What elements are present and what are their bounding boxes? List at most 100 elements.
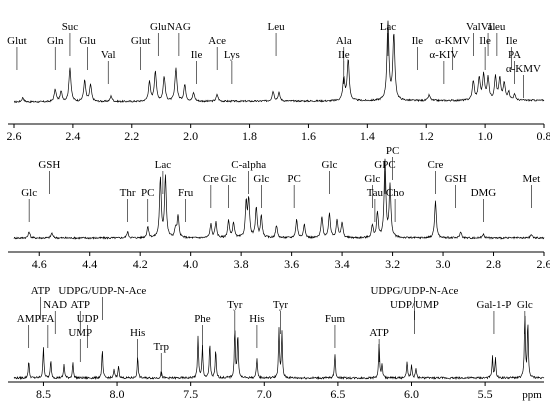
peak-annotation: His bbox=[130, 327, 145, 339]
x-tick-label: 8.5 bbox=[36, 387, 51, 401]
peak-annotation: His bbox=[249, 313, 264, 325]
x-tick-label: 2.6 bbox=[537, 257, 550, 271]
spectrum-line bbox=[14, 20, 545, 104]
x-tick-label: 2.2 bbox=[124, 129, 139, 143]
x-tick-label: 1.6 bbox=[301, 129, 316, 143]
x-tick-label: 2.0 bbox=[183, 129, 198, 143]
peak-annotation: ATP bbox=[31, 285, 51, 297]
x-tick-label: 7.0 bbox=[257, 387, 272, 401]
x-tick-label: 4.4 bbox=[82, 257, 97, 271]
peak-annotation: FA bbox=[41, 313, 54, 325]
peak-annotation: GPC bbox=[374, 159, 395, 171]
peak-annotation: Ile bbox=[412, 35, 424, 47]
peak-annotation: Tau bbox=[367, 187, 384, 199]
peak-annotation: AMP bbox=[17, 313, 41, 325]
peak-annotation: ATP bbox=[369, 327, 389, 339]
peak-annotation: Glc bbox=[253, 173, 269, 185]
peak-annotation: UDP/UMP bbox=[390, 299, 439, 311]
x-tick-label: 4.0 bbox=[183, 257, 198, 271]
peak-annotation: GSH bbox=[38, 159, 60, 171]
peak-annotation: Cho bbox=[386, 187, 405, 199]
peak-annotation: Fru bbox=[178, 187, 194, 199]
x-tick-label: 3.8 bbox=[234, 257, 249, 271]
peak-annotation: Val bbox=[481, 21, 496, 33]
peak-annotation: Ile bbox=[338, 49, 350, 61]
peak-annotation: Glc bbox=[517, 299, 533, 311]
peak-annotation: PC bbox=[386, 145, 399, 157]
peak-annotation: Glc bbox=[21, 187, 37, 199]
x-tick-label: 3.0 bbox=[436, 257, 451, 271]
peak-annotation: ATP bbox=[70, 299, 90, 311]
peak-annotation: Glu bbox=[79, 35, 96, 47]
panel-1: 2.6 2.4 2.2 2.0 1.8 1.6 1.4 1.2 1.0 0.8 Glut Suc Gln… bbox=[7, 20, 550, 143]
panel-3: 8.5 8.0 7.5 7.0 6.5 6.0 5.5 ppmAMPATPNADFAUDPG/… bbox=[8, 285, 545, 401]
peak-annotation: α-KMV bbox=[435, 35, 470, 47]
peak-annotation: Glu bbox=[150, 21, 167, 33]
peak-annotation: Leu bbox=[488, 21, 506, 33]
peak-annotation: Ile bbox=[191, 49, 203, 61]
peak-annotation: C-alpha bbox=[231, 159, 266, 171]
x-tick-label: 8.0 bbox=[110, 387, 125, 401]
peak-annotation: UDPG/UDP-N-Ace bbox=[58, 285, 146, 297]
x-tick-label: 2.8 bbox=[486, 257, 501, 271]
peak-annotation: Glut bbox=[131, 35, 151, 47]
x-tick-label: 3.6 bbox=[284, 257, 299, 271]
peak-annotation: Thr bbox=[120, 187, 136, 199]
peak-annotation: PC bbox=[287, 173, 300, 185]
peak-annotation: α-KMV bbox=[506, 63, 541, 75]
peak-annotation: Glut bbox=[7, 35, 27, 47]
panel-2: 4.6 4.4 4.2 4.0 3.8 3.6 3.4 3.2 3.0 2.8 2.6 GSH Glc T… bbox=[8, 145, 550, 271]
x-tick-label: 1.4 bbox=[360, 129, 375, 143]
x-tick-label: 6.0 bbox=[404, 387, 419, 401]
peak-annotation: Gal-1-P bbox=[477, 299, 512, 311]
peak-annotation: Phe bbox=[194, 313, 211, 325]
peak-annotation: Lac bbox=[380, 21, 397, 33]
x-tick-label: 1.0 bbox=[478, 129, 493, 143]
peak-annotation: DMG bbox=[471, 187, 497, 199]
peak-annotation: Glc bbox=[221, 173, 237, 185]
peak-annotation: Tyr bbox=[273, 299, 288, 311]
peak-annotation: Lac bbox=[155, 159, 172, 171]
x-tick-label: 3.2 bbox=[385, 257, 400, 271]
peak-annotation: Trp bbox=[153, 341, 169, 353]
peak-annotation: Tyr bbox=[227, 299, 242, 311]
x-tick-label: 7.5 bbox=[183, 387, 198, 401]
peak-annotation: Ile bbox=[479, 35, 491, 47]
peak-annotation: Lys bbox=[224, 49, 240, 61]
x-tick-label: 1.2 bbox=[419, 129, 434, 143]
peak-annotation: α-KIV bbox=[429, 49, 458, 61]
peak-annotation: NAG bbox=[167, 21, 191, 33]
peak-annotation: Cre bbox=[203, 173, 219, 185]
peak-annotation: PC bbox=[141, 187, 154, 199]
x-tick-label: 5.5 bbox=[478, 387, 493, 401]
spectrum-line bbox=[13, 315, 545, 381]
peak-annotation: Leu bbox=[268, 21, 286, 33]
x-tick-label: 3.4 bbox=[335, 257, 350, 271]
x-tick-label: 4.2 bbox=[133, 257, 148, 271]
peak-annotation: UDPG/UDP-N-Ace bbox=[370, 285, 458, 297]
x-tick-label: 1.8 bbox=[242, 129, 257, 143]
peak-annotation: Glc bbox=[322, 159, 338, 171]
peak-annotation: Ala bbox=[336, 35, 352, 47]
peak-annotation: Val bbox=[466, 21, 481, 33]
peak-annotation: Gln bbox=[47, 35, 64, 47]
peak-annotation: Cre bbox=[428, 159, 444, 171]
peak-annotation: Ile bbox=[506, 35, 518, 47]
x-tick-label: 6.5 bbox=[330, 387, 345, 401]
peak-annotation: UMP bbox=[68, 327, 92, 339]
peak-annotation: PA bbox=[508, 49, 521, 61]
x-tick-label: 4.6 bbox=[32, 257, 47, 271]
spectrum-line bbox=[13, 158, 545, 240]
peak-annotation: UDP bbox=[77, 313, 99, 325]
peak-annotation: NAD bbox=[43, 299, 67, 311]
peak-annotation: Suc bbox=[62, 21, 79, 33]
peak-annotation: GSH bbox=[445, 173, 467, 185]
x-tick-label: 2.4 bbox=[65, 129, 80, 143]
x-tick-label: 2.6 bbox=[7, 129, 22, 143]
x-tick-label: 0.8 bbox=[537, 129, 550, 143]
peak-annotation: Ace bbox=[208, 35, 226, 47]
peak-annotation: Glc bbox=[364, 173, 380, 185]
peak-annotation: Met bbox=[523, 173, 541, 185]
x-axis-label: ppm bbox=[522, 389, 542, 401]
